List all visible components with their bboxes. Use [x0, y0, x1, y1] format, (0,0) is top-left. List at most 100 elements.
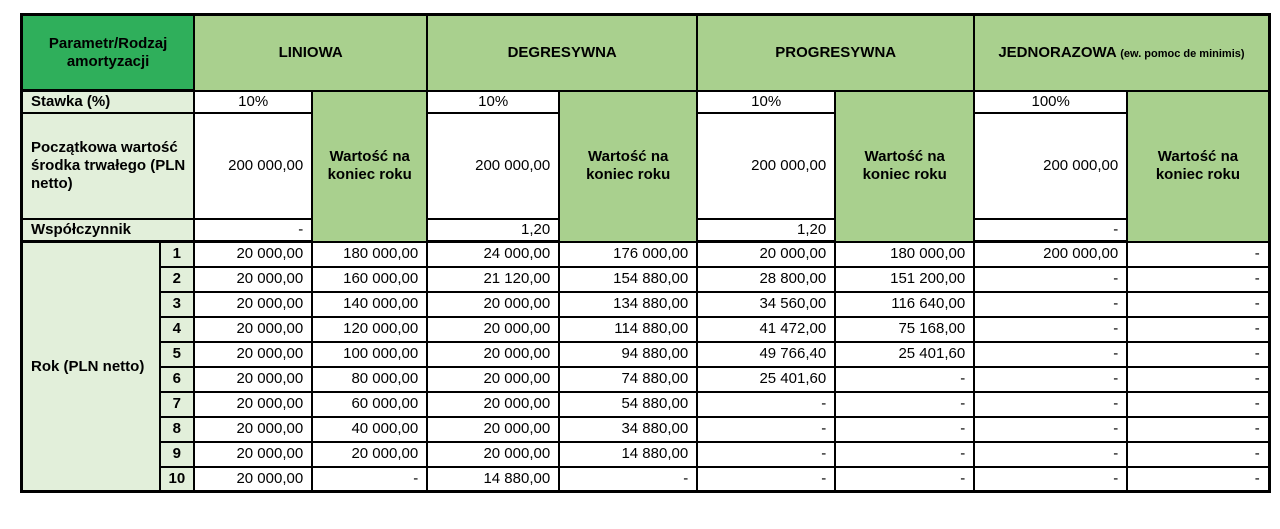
- amount-cell: 20 000,00: [193, 440, 314, 468]
- amount-cell: 28 800,00: [696, 265, 837, 293]
- amount-cell: 20 000,00: [426, 340, 561, 368]
- amount-cell: -: [1126, 315, 1271, 343]
- method-label: DEGRESYWNA: [507, 43, 617, 61]
- amount-cell: -: [311, 465, 429, 493]
- wspolczynnik-row: Współczynnik - 1,20 1,20 -: [20, 217, 1270, 243]
- year-number-cell: 10: [158, 465, 196, 493]
- year-number-cell: 6: [158, 365, 196, 393]
- amount-cell: 20 000,00: [193, 315, 314, 343]
- year-number-cell: 2: [158, 265, 196, 293]
- amount-cell: 20 000,00: [193, 390, 314, 418]
- amount-cell: -: [696, 440, 837, 468]
- amount-cell: 154 880,00: [558, 265, 699, 293]
- method-label: PROGRESYWNA: [775, 43, 897, 61]
- year-row: 2 20 000,00 160 000,00 21 120,00 154 880…: [22, 265, 1271, 293]
- initial-value-jednorazowa: 200 000,00: [973, 111, 1129, 220]
- end-value-header-jednorazowa: Wartość na koniec roku: [1126, 89, 1271, 243]
- end-value-header-degresywna: Wartość na koniec roku: [558, 89, 699, 243]
- amount-cell: -: [1126, 465, 1271, 493]
- amount-cell: 14 880,00: [426, 465, 561, 493]
- amount-cell: 25 401,60: [834, 340, 976, 368]
- amount-cell: 24 000,00: [426, 240, 561, 268]
- year-number-cell: 3: [158, 290, 196, 318]
- method-header-degresywna: DEGRESYWNA: [426, 13, 699, 92]
- stawka-value-jednorazowa: 100%: [973, 89, 1129, 114]
- amount-cell: -: [1126, 340, 1271, 368]
- amount-cell: -: [973, 390, 1129, 418]
- year-number-cell: 5: [158, 340, 196, 368]
- year-row: 5 20 000,00 100 000,00 20 000,00 94 880,…: [22, 340, 1271, 368]
- amount-cell: -: [973, 290, 1129, 318]
- year-number-cell: 8: [158, 415, 196, 443]
- year-number-cell: 4: [158, 315, 196, 343]
- year-number-cell: 9: [158, 440, 196, 468]
- amount-cell: 80 000,00: [311, 365, 429, 393]
- amount-cell: 151 200,00: [834, 265, 976, 293]
- amount-cell: -: [696, 465, 837, 493]
- amount-cell: 75 168,00: [834, 315, 976, 343]
- amount-cell: -: [973, 415, 1129, 443]
- param-label-initial-value: Początkowa wartość środka trwałego (PLN …: [20, 111, 196, 220]
- method-label: LINIOWA: [278, 43, 343, 61]
- amount-cell: 140 000,00: [311, 290, 429, 318]
- year-row: 3 20 000,00 140 000,00 20 000,00 134 880…: [22, 290, 1271, 318]
- amount-cell: 114 880,00: [558, 315, 699, 343]
- amount-cell: -: [1126, 265, 1271, 293]
- amount-cell: 20 000,00: [426, 365, 561, 393]
- stawka-row: Stawka (%) 10% Wartość na koniec roku 10…: [20, 89, 1271, 243]
- initial-value-row: Początkowa wartość środka trwałego (PLN …: [20, 111, 1270, 220]
- amount-cell: 14 880,00: [558, 440, 699, 468]
- amount-cell: -: [834, 365, 976, 393]
- amount-cell: 20 000,00: [426, 440, 561, 468]
- amount-cell: 20 000,00: [193, 265, 314, 293]
- amount-cell: 20 000,00: [311, 440, 429, 468]
- amount-cell: -: [1126, 415, 1271, 443]
- amount-cell: 20 000,00: [193, 290, 314, 318]
- amount-cell: 20 000,00: [696, 240, 837, 268]
- amount-cell: 41 472,00: [696, 315, 837, 343]
- amount-cell: -: [1126, 440, 1271, 468]
- method-header-progresywna: PROGRESYWNA: [696, 13, 976, 92]
- amount-cell: 20 000,00: [193, 340, 314, 368]
- stawka-value-degresywna: 10%: [426, 89, 561, 114]
- year-row: 6 20 000,00 80 000,00 20 000,00 74 880,0…: [22, 365, 1271, 393]
- amount-cell: 200 000,00: [973, 240, 1129, 268]
- year-axis-label: Rok (PLN netto): [20, 240, 161, 493]
- year-number-cell: 1: [158, 240, 196, 268]
- method-note: (ew. pomoc de minimis): [1120, 47, 1245, 60]
- amount-cell: -: [973, 440, 1129, 468]
- corner-header-cell: Parametr/Rodzaj amortyzacji: [20, 13, 196, 92]
- year-row: 4 20 000,00 120 000,00 20 000,00 114 880…: [22, 315, 1271, 343]
- amount-cell: 20 000,00: [426, 390, 561, 418]
- method-header-jednorazowa: JEDNORAZOWA (ew. pomoc de minimis): [973, 13, 1271, 92]
- amount-cell: -: [834, 415, 976, 443]
- amount-cell: 21 120,00: [426, 265, 561, 293]
- amount-cell: 134 880,00: [558, 290, 699, 318]
- amount-cell: 60 000,00: [311, 390, 429, 418]
- stawka-value-progresywna: 10%: [696, 89, 837, 114]
- amount-cell: 49 766,40: [696, 340, 837, 368]
- amount-cell: -: [973, 265, 1129, 293]
- stawka-value-liniowa: 10%: [193, 89, 314, 114]
- amount-cell: -: [834, 465, 976, 493]
- amount-cell: 74 880,00: [558, 365, 699, 393]
- amount-cell: 160 000,00: [311, 265, 429, 293]
- method-label: JEDNORAZOWA: [998, 43, 1117, 61]
- end-value-header-liniowa: Wartość na koniec roku: [311, 89, 429, 243]
- amortization-sheet: Parametr/Rodzaj amortyzacji LINIOWA DEGR…: [20, 13, 1280, 493]
- param-label-wspolczynnik: Współczynnik: [20, 217, 196, 243]
- amount-cell: -: [1126, 365, 1271, 393]
- amount-cell: 34 560,00: [696, 290, 837, 318]
- amortization-table: Parametr/Rodzaj amortyzacji LINIOWA DEGR…: [20, 13, 1271, 493]
- amount-cell: 20 000,00: [193, 415, 314, 443]
- amount-cell: -: [834, 390, 976, 418]
- amount-cell: 34 880,00: [558, 415, 699, 443]
- table-header-row: Parametr/Rodzaj amortyzacji LINIOWA DEGR…: [20, 13, 1271, 92]
- amount-cell: 94 880,00: [558, 340, 699, 368]
- amount-cell: -: [973, 315, 1129, 343]
- amount-cell: 20 000,00: [426, 315, 561, 343]
- amount-cell: 100 000,00: [311, 340, 429, 368]
- initial-value-progresywna: 200 000,00: [696, 111, 837, 220]
- year-row: 7 20 000,00 60 000,00 20 000,00 54 880,0…: [22, 390, 1271, 418]
- amount-cell: 116 640,00: [834, 290, 976, 318]
